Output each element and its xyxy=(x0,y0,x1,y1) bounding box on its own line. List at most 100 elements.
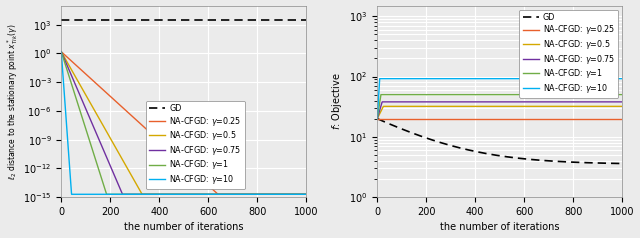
NA-CFGD: $\gamma$=1: (0, 1.5): $\gamma$=1: (0, 1.5) xyxy=(58,50,65,53)
NA-CFGD: $\gamma$=0.25: (780, 20): $\gamma$=0.25: (780, 20) xyxy=(564,117,572,120)
NA-CFGD: $\gamma$=1: (952, 2e-15): $\gamma$=1: (952, 2e-15) xyxy=(291,193,298,196)
NA-CFGD: $\gamma$=0.25: (203, 2.87e-05): $\gamma$=0.25: (203, 2.87e-05) xyxy=(107,95,115,98)
NA-CFGD: $\gamma$=0.5: (0, 20): $\gamma$=0.5: (0, 20) xyxy=(373,117,381,120)
GD xyxy=(573,161,581,164)
NA-CFGD: $\gamma$=1: (185, 2e-15): $\gamma$=1: (185, 2e-15) xyxy=(103,193,111,196)
NA-CFGD: $\gamma$=0.5: (952, 32): $\gamma$=0.5: (952, 32) xyxy=(607,105,614,108)
Line: NA-CFGD: $\gamma$=10: NA-CFGD: $\gamma$=10 xyxy=(377,79,622,119)
NA-CFGD: $\gamma$=1: (885, 2e-15): $\gamma$=1: (885, 2e-15) xyxy=(274,193,282,196)
NA-CFGD: $\gamma$=0.5: (61, 0.00267): $\gamma$=0.5: (61, 0.00267) xyxy=(72,77,80,79)
NA-CFGD: $\gamma$=10: (1e+03, 92): $\gamma$=10: (1e+03, 92) xyxy=(618,77,626,80)
NA-CFGD: $\gamma$=10: (952, 92): $\gamma$=10: (952, 92) xyxy=(607,77,614,80)
NA-CFGD: $\gamma$=0.25: (1e+03, 2e-15): $\gamma$=0.25: (1e+03, 2e-15) xyxy=(302,193,310,196)
NA-CFGD: $\gamma$=0.75: (61, 0.000352): $\gamma$=0.75: (61, 0.000352) xyxy=(72,85,80,88)
NA-CFGD: $\gamma$=1: (61, 1.87e-05): $\gamma$=1: (61, 1.87e-05) xyxy=(72,97,80,100)
NA-CFGD: $\gamma$=0.25: (885, 2e-15): $\gamma$=0.25: (885, 2e-15) xyxy=(274,193,282,196)
Y-axis label: $\ell_2$ distance to the stationary point $x^*_{Tik}(\gamma)$: $\ell_2$ distance to the stationary poin… xyxy=(6,23,20,179)
Line: NA-CFGD: $\gamma$=0.75: NA-CFGD: $\gamma$=0.75 xyxy=(377,102,622,119)
NA-CFGD: $\gamma$=0.25: (952, 2e-15): $\gamma$=0.25: (952, 2e-15) xyxy=(291,193,298,196)
Legend: GD, NA-CFGD: $\gamma$=0.25, NA-CFGD: $\gamma$=0.5, NA-CFGD: $\gamma$=0.75, NA-CF: GD, NA-CFGD: $\gamma$=0.25, NA-CFGD: $\g… xyxy=(146,101,245,189)
GD xyxy=(423,137,431,140)
Line: GD: GD xyxy=(377,119,622,164)
NA-CFGD: $\gamma$=10: (885, 2e-15): $\gamma$=10: (885, 2e-15) xyxy=(274,193,282,196)
NA-CFGD: $\gamma$=0.75: (817, 2e-15): $\gamma$=0.75: (817, 2e-15) xyxy=(257,193,265,196)
NA-CFGD: $\gamma$=1: (885, 50): $\gamma$=1: (885, 50) xyxy=(590,93,598,96)
NA-CFGD: $\gamma$=0.25: (817, 2e-15): $\gamma$=0.25: (817, 2e-15) xyxy=(257,193,265,196)
Line: NA-CFGD: $\gamma$=1: NA-CFGD: $\gamma$=1 xyxy=(377,95,622,119)
NA-CFGD: $\gamma$=1: (780, 2e-15): $\gamma$=1: (780, 2e-15) xyxy=(248,193,256,196)
NA-CFGD: $\gamma$=0.5: (780, 32): $\gamma$=0.5: (780, 32) xyxy=(564,105,572,108)
NA-CFGD: $\gamma$=1: (780, 50): $\gamma$=1: (780, 50) xyxy=(564,93,572,96)
NA-CFGD: $\gamma$=10: (42, 2e-15): $\gamma$=10: (42, 2e-15) xyxy=(68,193,76,196)
GD xyxy=(72,19,80,22)
NA-CFGD: $\gamma$=0.5: (25, 32): $\gamma$=0.5: (25, 32) xyxy=(380,105,387,108)
X-axis label: the number of iterations: the number of iterations xyxy=(440,223,559,233)
NA-CFGD: $\gamma$=10: (62, 92): $\gamma$=10: (62, 92) xyxy=(388,77,396,80)
NA-CFGD: $\gamma$=0.5: (952, 2e-15): $\gamma$=0.5: (952, 2e-15) xyxy=(291,193,298,196)
GD xyxy=(590,161,598,164)
NA-CFGD: $\gamma$=0.25: (0, 1.5): $\gamma$=0.25: (0, 1.5) xyxy=(58,50,65,53)
NA-CFGD: $\gamma$=0.25: (952, 20): $\gamma$=0.25: (952, 20) xyxy=(607,117,614,120)
Y-axis label: $f$: Objective: $f$: Objective xyxy=(330,73,344,130)
X-axis label: the number of iterations: the number of iterations xyxy=(124,223,243,233)
NA-CFGD: $\gamma$=1: (204, 2e-15): $\gamma$=1: (204, 2e-15) xyxy=(108,193,115,196)
Line: NA-CFGD: $\gamma$=0.75: NA-CFGD: $\gamma$=0.75 xyxy=(61,52,306,194)
NA-CFGD: $\gamma$=0.25: (1e+03, 20): $\gamma$=0.25: (1e+03, 20) xyxy=(618,117,626,120)
NA-CFGD: $\gamma$=1: (62, 50): $\gamma$=1: (62, 50) xyxy=(388,93,396,96)
Legend: GD, NA-CFGD: $\gamma$=0.25, NA-CFGD: $\gamma$=0.5, NA-CFGD: $\gamma$=0.75, NA-CF: GD, NA-CFGD: $\gamma$=0.25, NA-CFGD: $\g… xyxy=(519,10,618,98)
NA-CFGD: $\gamma$=0.25: (62, 20): $\gamma$=0.25: (62, 20) xyxy=(388,117,396,120)
NA-CFGD: $\gamma$=10: (780, 2e-15): $\gamma$=10: (780, 2e-15) xyxy=(248,193,256,196)
NA-CFGD: $\gamma$=10: (817, 2e-15): $\gamma$=10: (817, 2e-15) xyxy=(257,193,265,196)
NA-CFGD: $\gamma$=1: (817, 50): $\gamma$=1: (817, 50) xyxy=(573,93,581,96)
NA-CFGD: $\gamma$=0.75: (952, 38): $\gamma$=0.75: (952, 38) xyxy=(607,100,614,103)
NA-CFGD: $\gamma$=1: (1e+03, 50): $\gamma$=1: (1e+03, 50) xyxy=(618,93,626,96)
NA-CFGD: $\gamma$=0.5: (203, 1.06e-09): $\gamma$=0.5: (203, 1.06e-09) xyxy=(107,138,115,141)
NA-CFGD: $\gamma$=0.5: (62, 32): $\gamma$=0.5: (62, 32) xyxy=(388,105,396,108)
NA-CFGD: $\gamma$=0.5: (204, 32): $\gamma$=0.5: (204, 32) xyxy=(424,105,431,108)
Line: NA-CFGD: $\gamma$=0.5: NA-CFGD: $\gamma$=0.5 xyxy=(61,52,306,194)
GD xyxy=(564,160,572,163)
Line: NA-CFGD: $\gamma$=1: NA-CFGD: $\gamma$=1 xyxy=(61,52,306,194)
NA-CFGD: $\gamma$=0.5: (885, 2e-15): $\gamma$=0.5: (885, 2e-15) xyxy=(274,193,282,196)
NA-CFGD: $\gamma$=1: (204, 50): $\gamma$=1: (204, 50) xyxy=(424,93,431,96)
Line: NA-CFGD: $\gamma$=10: NA-CFGD: $\gamma$=10 xyxy=(61,52,306,194)
NA-CFGD: $\gamma$=0.75: (0, 1.5): $\gamma$=0.75: (0, 1.5) xyxy=(58,50,65,53)
NA-CFGD: $\gamma$=0.25: (817, 20): $\gamma$=0.25: (817, 20) xyxy=(573,117,581,120)
GD xyxy=(388,124,396,127)
NA-CFGD: $\gamma$=0.75: (885, 38): $\gamma$=0.75: (885, 38) xyxy=(590,100,598,103)
NA-CFGD: $\gamma$=0.5: (817, 32): $\gamma$=0.5: (817, 32) xyxy=(573,105,581,108)
NA-CFGD: $\gamma$=10: (1e+03, 2e-15): $\gamma$=10: (1e+03, 2e-15) xyxy=(302,193,310,196)
NA-CFGD: $\gamma$=10: (0, 1.5): $\gamma$=10: (0, 1.5) xyxy=(58,50,65,53)
NA-CFGD: $\gamma$=0.75: (952, 2e-15): $\gamma$=0.75: (952, 2e-15) xyxy=(291,193,298,196)
NA-CFGD: $\gamma$=0.25: (780, 2e-15): $\gamma$=0.25: (780, 2e-15) xyxy=(248,193,256,196)
NA-CFGD: $\gamma$=10: (204, 2e-15): $\gamma$=10: (204, 2e-15) xyxy=(108,193,115,196)
NA-CFGD: $\gamma$=0.25: (204, 20): $\gamma$=0.25: (204, 20) xyxy=(424,117,431,120)
NA-CFGD: $\gamma$=1: (0, 20): $\gamma$=1: (0, 20) xyxy=(373,117,381,120)
GD xyxy=(618,162,626,165)
NA-CFGD: $\gamma$=1: (817, 2e-15): $\gamma$=1: (817, 2e-15) xyxy=(257,193,265,196)
GD xyxy=(373,117,381,120)
NA-CFGD: $\gamma$=0.25: (640, 2e-15): $\gamma$=0.25: (640, 2e-15) xyxy=(214,193,222,196)
NA-CFGD: $\gamma$=0.5: (1e+03, 2e-15): $\gamma$=0.5: (1e+03, 2e-15) xyxy=(302,193,310,196)
GD xyxy=(107,19,115,22)
NA-CFGD: $\gamma$=10: (780, 92): $\gamma$=10: (780, 92) xyxy=(564,77,572,80)
NA-CFGD: $\gamma$=0.75: (1e+03, 38): $\gamma$=0.75: (1e+03, 38) xyxy=(618,100,626,103)
NA-CFGD: $\gamma$=0.5: (0, 1.5): $\gamma$=0.5: (0, 1.5) xyxy=(58,50,65,53)
NA-CFGD: $\gamma$=0.25: (61, 0.0573): $\gamma$=0.25: (61, 0.0573) xyxy=(72,64,80,67)
Line: NA-CFGD: $\gamma$=0.25: NA-CFGD: $\gamma$=0.25 xyxy=(61,52,306,194)
NA-CFGD: $\gamma$=10: (0, 20): $\gamma$=10: (0, 20) xyxy=(373,117,381,120)
NA-CFGD: $\gamma$=0.75: (1e+03, 2e-15): $\gamma$=0.75: (1e+03, 2e-15) xyxy=(302,193,310,196)
GD xyxy=(606,162,614,165)
NA-CFGD: $\gamma$=1: (15, 50): $\gamma$=1: (15, 50) xyxy=(377,93,385,96)
NA-CFGD: $\gamma$=0.25: (885, 20): $\gamma$=0.25: (885, 20) xyxy=(590,117,598,120)
GD xyxy=(248,19,256,22)
Line: NA-CFGD: $\gamma$=0.5: NA-CFGD: $\gamma$=0.5 xyxy=(377,106,622,119)
NA-CFGD: $\gamma$=0.75: (20, 38): $\gamma$=0.75: (20, 38) xyxy=(378,100,386,103)
GD xyxy=(257,19,265,22)
GD xyxy=(291,19,298,22)
NA-CFGD: $\gamma$=1: (952, 50): $\gamma$=1: (952, 50) xyxy=(607,93,614,96)
NA-CFGD: $\gamma$=10: (817, 92): $\gamma$=10: (817, 92) xyxy=(573,77,581,80)
NA-CFGD: $\gamma$=0.75: (780, 2e-15): $\gamma$=0.75: (780, 2e-15) xyxy=(248,193,256,196)
NA-CFGD: $\gamma$=0.25: (30, 20): $\gamma$=0.25: (30, 20) xyxy=(381,117,388,120)
GD xyxy=(302,19,310,22)
